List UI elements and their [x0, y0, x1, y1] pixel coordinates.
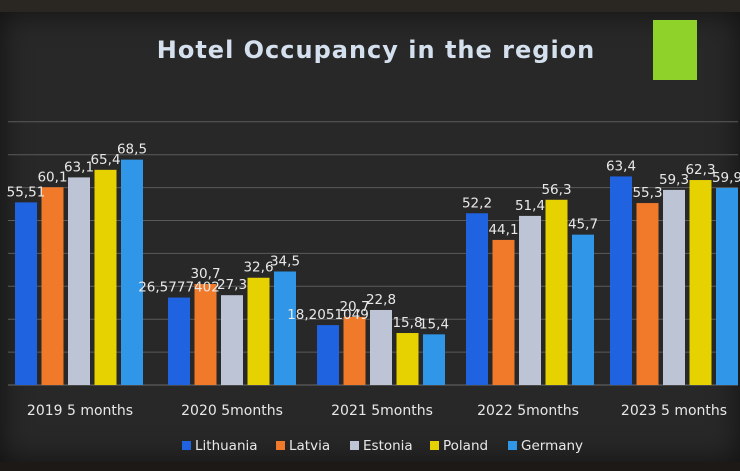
value-label: 34,5	[270, 253, 300, 269]
legend-label: Lithuania	[195, 438, 258, 454]
chart-title: Hotel Occupancy in the region	[157, 36, 596, 64]
bar-latvia	[343, 316, 366, 385]
legend-swatch	[182, 441, 191, 450]
category-labels: 2019 5 months 2020 5months 2021 5months 202…	[27, 403, 727, 419]
bar-estonia	[221, 295, 243, 385]
bar-germany	[423, 334, 445, 385]
legend-label: Estonia	[363, 438, 413, 454]
category-label: 2021 5months	[331, 403, 433, 419]
value-label: 60,1	[37, 169, 67, 185]
bar-poland	[689, 180, 712, 385]
value-label: 62,3	[685, 162, 715, 178]
bar-estonia	[68, 177, 90, 385]
value-label: 18,2051049	[287, 307, 369, 323]
value-label: 20,7	[339, 299, 369, 315]
value-label: 68,5	[117, 142, 147, 158]
value-label: 15,8	[392, 315, 422, 331]
value-label: 27,3	[217, 277, 247, 293]
bar-germany	[274, 271, 296, 385]
bar-poland	[94, 169, 117, 385]
value-label: 55,3	[632, 185, 662, 201]
value-label: 52,2	[462, 195, 492, 211]
bar-lithuania	[168, 297, 190, 385]
legend-swatch	[276, 441, 285, 450]
value-label: 15,4	[419, 316, 449, 332]
value-label: 55,51	[7, 184, 46, 200]
value-label: 63,4	[606, 158, 636, 174]
legend: Lithuania Latvia Estonia Poland Germany	[182, 438, 583, 454]
legend-item-germany: Germany	[508, 438, 583, 454]
category-label: 2023 5 months	[621, 403, 727, 419]
bar-poland	[396, 333, 419, 385]
legend-swatch	[350, 441, 359, 450]
bar-lithuania	[15, 202, 37, 385]
value-label: 26,5777402	[138, 280, 220, 296]
bar-latvia	[636, 203, 659, 385]
bar-estonia	[370, 309, 392, 385]
bar-poland	[247, 277, 270, 385]
legend-item-poland: Poland	[430, 438, 488, 454]
category-label: 2020 5months	[181, 403, 283, 419]
value-labels: 55,5160,163,165,468,526,577740230,727,33…	[7, 142, 740, 333]
value-label: 44,1	[488, 222, 518, 238]
legend-label: Latvia	[289, 438, 330, 454]
value-label: 45,7	[568, 217, 598, 233]
bar-lithuania	[466, 213, 488, 385]
value-label: 59,3	[659, 172, 689, 188]
legend-item-estonia: Estonia	[350, 438, 413, 454]
value-label: 22,8	[366, 292, 396, 308]
legend-item-latvia: Latvia	[276, 438, 330, 454]
bar-latvia	[492, 239, 515, 385]
legend-item-lithuania: Lithuania	[182, 438, 258, 454]
legend-label: Germany	[521, 438, 583, 454]
value-label: 59,9	[712, 170, 740, 186]
bar-latvia	[194, 283, 217, 385]
category-label: 2019 5 months	[27, 403, 133, 419]
bars	[15, 159, 738, 385]
accent-square	[653, 20, 697, 80]
value-label: 32,6	[243, 260, 273, 276]
value-label: 51,4	[515, 198, 545, 214]
presentation-screen: Hotel Occupancy in the region 55,51 60,1 6…	[0, 12, 740, 462]
value-label: 56,3	[541, 182, 571, 198]
bar-poland	[545, 199, 568, 385]
bar-germany	[716, 187, 738, 385]
value-label: 63,1	[64, 159, 94, 175]
legend-swatch	[508, 441, 517, 450]
value-label: 30,7	[190, 266, 220, 282]
bar-germany	[121, 159, 143, 385]
bar-chart: Hotel Occupancy in the region 55,5160,16…	[7, 20, 740, 454]
bar-estonia	[663, 189, 685, 385]
bar-lithuania	[317, 325, 339, 385]
bar-latvia	[41, 187, 64, 385]
legend-label: Poland	[443, 438, 488, 454]
bar-lithuania	[610, 176, 632, 385]
bar-estonia	[519, 215, 541, 385]
legend-swatch	[430, 441, 439, 450]
category-label: 2022 5months	[477, 403, 579, 419]
bar-germany	[572, 234, 594, 385]
value-label: 65,4	[90, 152, 120, 168]
